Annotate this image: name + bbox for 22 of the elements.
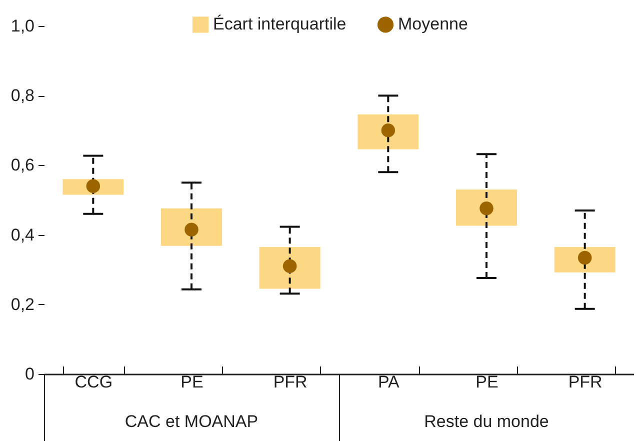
legend-label: Moyenne — [398, 14, 468, 34]
x-tick-label: CCG — [74, 372, 113, 392]
point — [578, 250, 592, 265]
text: Reste du monde — [423, 412, 550, 432]
y-tick-label: 0,4 — [10, 225, 34, 244]
y-tick-label: 1,0 — [10, 16, 34, 36]
y-tick-label: 0,8 — [10, 86, 34, 106]
y-tick-label: 0 — [25, 364, 34, 384]
point — [480, 201, 494, 216]
y-tick-label: 0,2 — [10, 294, 34, 314]
x-tick-label: PE — [180, 372, 204, 392]
y-tick-label: 0,6 — [10, 156, 34, 175]
x-tick-label: PE — [476, 372, 498, 392]
point — [381, 124, 396, 138]
x-tick-label: PFR — [273, 372, 308, 392]
point — [86, 179, 100, 193]
point — [282, 259, 297, 273]
x-tick-label: PFR — [568, 372, 602, 392]
legend-label: Écart interquartile — [213, 14, 346, 34]
point — [184, 222, 198, 236]
text: CAC et MOANAP — [124, 412, 260, 432]
x-tick-label: PA — [378, 372, 400, 392]
